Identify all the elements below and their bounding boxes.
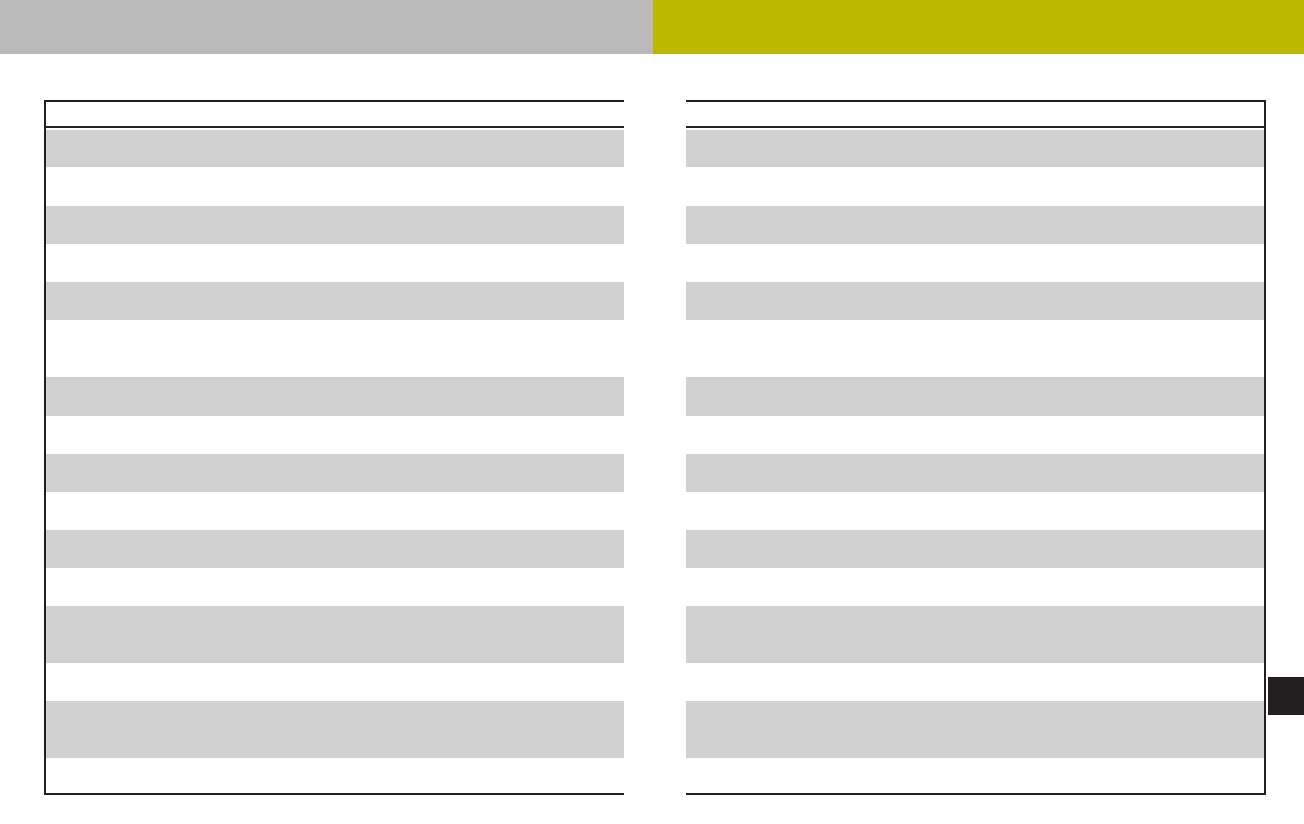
table-row (46, 206, 624, 244)
table-row (686, 130, 1264, 167)
table-top-rule (686, 100, 1264, 102)
chapter-thumb-tab (1268, 677, 1304, 715)
table-row (686, 492, 1264, 530)
table-row (686, 568, 1264, 606)
table-row (686, 454, 1264, 492)
table-row (46, 758, 624, 793)
table-row (686, 663, 1264, 701)
table-row (46, 167, 624, 206)
table-row (686, 282, 1264, 320)
table-row (46, 377, 624, 416)
table-row (686, 606, 1264, 663)
table-row (686, 206, 1264, 244)
table-row (46, 606, 624, 663)
table-bottom-rule (686, 793, 1264, 795)
table-row (686, 377, 1264, 416)
table-row (46, 492, 624, 530)
table-row (46, 663, 624, 701)
table-row (46, 568, 624, 606)
table-row (686, 167, 1264, 206)
table-row (686, 530, 1264, 568)
table-row (46, 244, 624, 282)
table-header-rule (686, 126, 1264, 128)
table-header-rule (46, 126, 624, 128)
table-row (46, 320, 624, 377)
table-top-rule (46, 100, 624, 102)
table-row (46, 530, 624, 568)
table-row (46, 701, 624, 758)
table-right (686, 100, 1266, 795)
table-row (46, 416, 624, 454)
table-row (46, 130, 624, 167)
table-row (46, 454, 624, 492)
header-band-left (0, 0, 653, 54)
table-row (686, 416, 1264, 454)
table-row (686, 320, 1264, 377)
table-row (686, 758, 1264, 793)
header-band-right (653, 0, 1304, 54)
table-row (686, 244, 1264, 282)
table-row (46, 282, 624, 320)
table-bottom-rule (46, 793, 624, 795)
table-left (44, 100, 624, 795)
table-row (686, 701, 1264, 758)
